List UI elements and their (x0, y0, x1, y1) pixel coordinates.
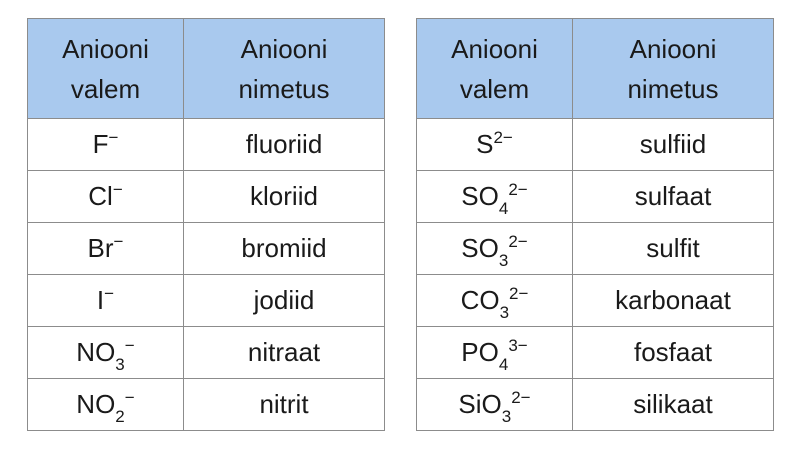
formula-sup: 2− (508, 180, 528, 199)
formula-sub: 3 (498, 251, 509, 270)
formula-cell: CO32− (416, 274, 573, 327)
header-line: Aniooni (240, 33, 328, 64)
formula-sub: 4 (498, 355, 509, 374)
formula-sup: − (124, 336, 135, 355)
formula-cell: Cl− (27, 170, 184, 223)
formula-sup: − (124, 388, 135, 407)
anion-table: Aniooni valem Aniooni nimetus S2− sulfiid SO42… (416, 18, 774, 431)
formula-sup: − (108, 128, 119, 147)
name-cell: kloriid (183, 170, 385, 223)
formula-sub: 2 (115, 407, 125, 426)
table-row: SO42− sulfaat (416, 170, 774, 223)
anion-table: Aniooni valem Aniooni nimetus F− fluoriid Cl− k… (27, 18, 385, 431)
formula-base: Cl (88, 181, 113, 211)
name-cell: fluoriid (183, 118, 385, 171)
header-line: Aniooni (629, 33, 717, 64)
header-cell: Aniooni nimetus (572, 18, 774, 119)
formula-base: I (96, 285, 105, 315)
table-row: S2− sulfiid (416, 118, 774, 171)
table-row: NO2− nitrit (27, 378, 385, 431)
formula-cell: PO43− (416, 326, 573, 379)
formula-base: SO (461, 181, 499, 211)
formula-sup: − (113, 232, 124, 251)
header-cell: Aniooni nimetus (183, 18, 385, 119)
formula-sup: 2− (509, 284, 529, 303)
header-line: nimetus (238, 73, 330, 104)
header-row: Aniooni valem Aniooni nimetus (416, 18, 774, 119)
formula-sub: 3 (499, 303, 510, 322)
formula-sup: 3− (508, 336, 528, 355)
header-cell: Aniooni valem (27, 18, 184, 119)
formula-cell: F− (27, 118, 184, 171)
name-cell: silikaat (572, 378, 774, 431)
formula-sup: 2− (508, 232, 528, 251)
formula-cell: SO42− (416, 170, 573, 223)
header-line: Aniooni (62, 33, 149, 64)
formula-sup: − (104, 284, 115, 303)
name-cell: sulfaat (572, 170, 774, 223)
name-cell: fosfaat (572, 326, 774, 379)
formula-cell: I− (27, 274, 184, 327)
formula-sub: 3 (115, 355, 125, 374)
formula-base: S (476, 129, 494, 159)
formula-sub: 3 (501, 407, 512, 426)
header-line: valem (459, 73, 530, 104)
name-cell: sulfiid (572, 118, 774, 171)
header-line: Aniooni (451, 33, 538, 64)
formula-cell: SiO32− (416, 378, 573, 431)
formula-cell: NO2− (27, 378, 184, 431)
name-cell: jodiid (183, 274, 385, 327)
header-row: Aniooni valem Aniooni nimetus (27, 18, 385, 119)
formula-base: NO (76, 389, 116, 419)
formula-sup: 2− (493, 128, 513, 147)
formula-base: Br (87, 233, 114, 263)
formula-sup: − (112, 180, 123, 199)
formula-cell: S2− (416, 118, 573, 171)
formula-base: F (92, 129, 109, 159)
table-row: F− fluoriid (27, 118, 385, 171)
table-row: NO3− nitraat (27, 326, 385, 379)
formula-cell: SO32− (416, 222, 573, 275)
table-row: SO32− sulfit (416, 222, 774, 275)
table-row: Br− bromiid (27, 222, 385, 275)
table-row: Cl− kloriid (27, 170, 385, 223)
table-row: PO43− fosfaat (416, 326, 774, 379)
formula-sup: 2− (511, 388, 531, 407)
name-cell: nitraat (183, 326, 385, 379)
header-cell: Aniooni valem (416, 18, 573, 119)
name-cell: nitrit (183, 378, 385, 431)
header-line: valem (70, 73, 141, 104)
table-row: CO32− karbonaat (416, 274, 774, 327)
formula-base: CO (460, 285, 500, 315)
formula-base: PO (461, 337, 499, 367)
name-cell: bromiid (183, 222, 385, 275)
formula-base: SO (461, 233, 499, 263)
formula-cell: NO3− (27, 326, 184, 379)
formula-sub: 4 (498, 199, 509, 218)
name-cell: karbonaat (572, 274, 774, 327)
table-row: SiO32− silikaat (416, 378, 774, 431)
formula-cell: Br− (27, 222, 184, 275)
name-cell: sulfit (572, 222, 774, 275)
table-row: I− jodiid (27, 274, 385, 327)
formula-base: SiO (458, 389, 502, 419)
header-line: nimetus (627, 73, 719, 104)
formula-base: NO (76, 337, 116, 367)
